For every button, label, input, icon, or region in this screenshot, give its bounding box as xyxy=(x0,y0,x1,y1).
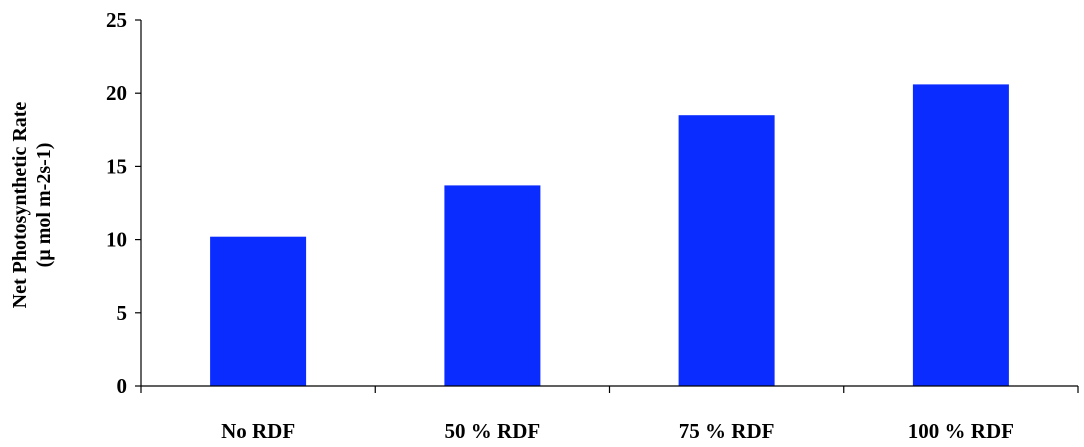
x-category-labels: No RDF 50 % RDF 75 % RDF 100 % RDF xyxy=(221,419,1014,443)
x-category-label-3: 100 % RDF xyxy=(908,419,1014,443)
y-tick-label-1: 5 xyxy=(117,301,128,325)
bar-1 xyxy=(444,185,541,386)
y-tick-label-4: 20 xyxy=(106,81,127,105)
x-category-label-0: No RDF xyxy=(221,419,295,443)
axes-group xyxy=(135,19,1079,393)
x-category-label-2: 75 % RDF xyxy=(679,419,775,443)
bar-3 xyxy=(912,84,1009,387)
y-axis-title-line-1: Net Photosynthetic Rate xyxy=(9,102,31,309)
y-tick-label-0: 0 xyxy=(117,374,128,398)
y-tick-label-2: 10 xyxy=(106,228,127,252)
y-axis-title-line-2: (µ mol m-2s-1) xyxy=(33,143,55,268)
y-axis-title: Net Photosynthetic Rate (µ mol m-2s-1) xyxy=(9,102,55,309)
bars-group xyxy=(210,84,1009,387)
y-tick-label-5: 25 xyxy=(106,8,127,32)
x-category-label-1: 50 % RDF xyxy=(445,419,541,443)
bar-2 xyxy=(678,115,775,386)
y-tick-labels: 0 5 10 15 20 25 xyxy=(106,8,127,398)
bar-0 xyxy=(210,236,307,386)
y-tick-label-3: 15 xyxy=(106,154,127,178)
